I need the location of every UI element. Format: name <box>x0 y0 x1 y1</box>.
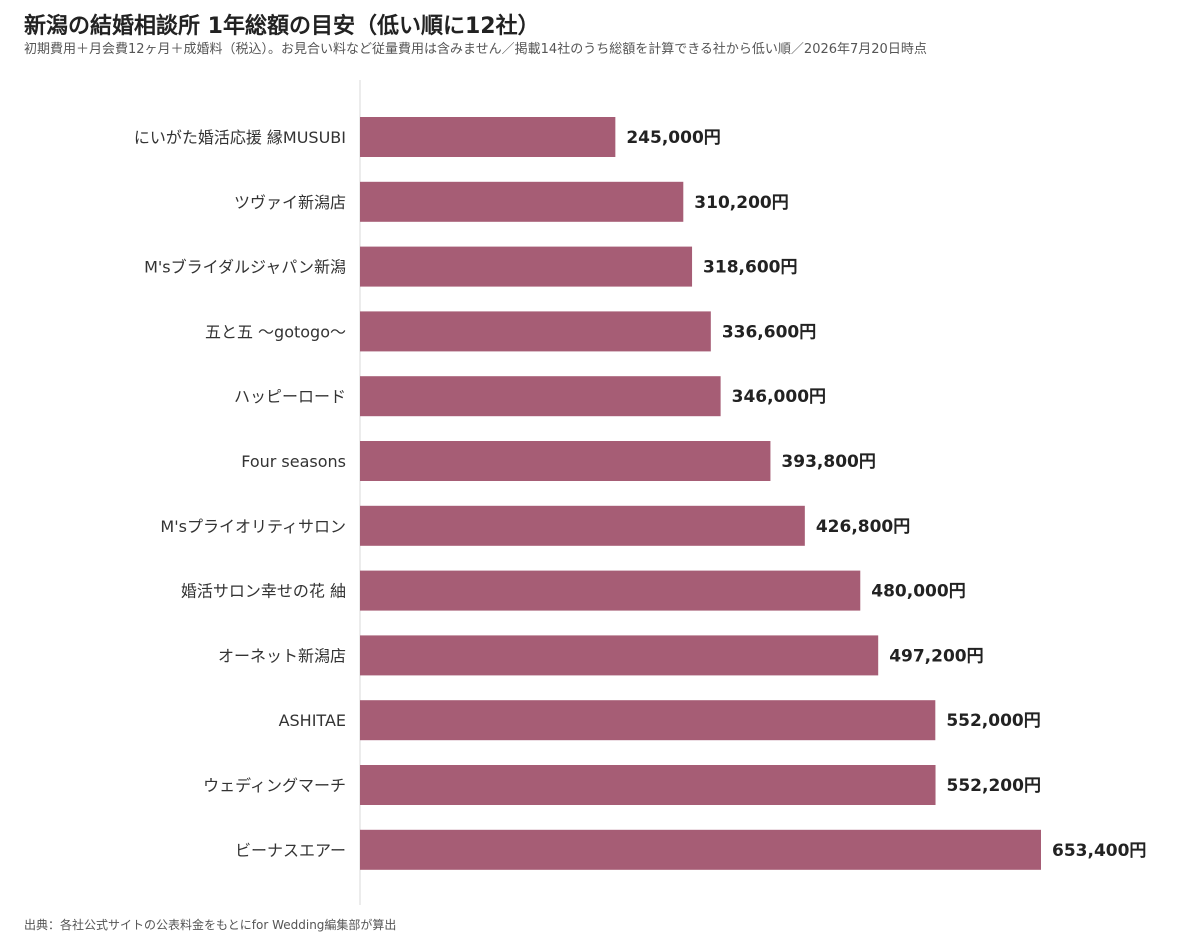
value-label: 336,600円 <box>722 322 816 342</box>
chart-subtitle: 初期費用＋月会費12ヶ月＋成婚料（税込）。お見合い料など従量費用は含みません／掲… <box>24 42 927 57</box>
bar <box>360 700 936 741</box>
value-label: 346,000円 <box>732 387 826 407</box>
value-label: 552,200円 <box>947 776 1041 796</box>
value-label: 480,000円 <box>871 582 965 602</box>
category-label: ツヴァイ新潟店 <box>234 193 346 212</box>
value-label: 552,000円 <box>946 711 1040 731</box>
category-label: 五と五 〜gotogo〜 <box>205 322 346 341</box>
bar <box>360 765 936 805</box>
bar <box>360 117 616 157</box>
bar <box>360 635 879 676</box>
value-label: 318,600円 <box>703 258 797 278</box>
category-label: ASHITAE <box>279 711 346 730</box>
category-label: ウェディングマーチ <box>203 776 346 795</box>
category-label: オーネット新潟店 <box>218 646 346 665</box>
category-label: ハッピーロード <box>234 387 346 406</box>
value-label: 497,200円 <box>889 646 983 666</box>
bar <box>360 505 805 546</box>
bar <box>360 311 711 352</box>
category-label: 婚活サロン幸せの花 紬 <box>181 582 346 601</box>
bar <box>360 441 771 481</box>
value-label: 245,000円 <box>626 128 720 148</box>
value-label: 653,400円 <box>1052 841 1146 861</box>
bar <box>360 376 721 417</box>
category-label: M'sプライオリティサロン <box>160 517 346 536</box>
bar <box>360 829 1041 870</box>
value-label: 426,800円 <box>816 517 910 537</box>
value-label: 310,200円 <box>694 193 788 213</box>
source-note: 出典：各社公式サイトの公表料金をもとにfor Wedding編集部が算出 <box>24 918 397 932</box>
bar <box>360 570 861 611</box>
value-label: 393,800円 <box>781 452 875 472</box>
chart-title: 新潟の結婚相談所 1年総額の目安（低い順に12社） <box>24 14 540 39</box>
category-label: ビーナスエアー <box>235 841 346 860</box>
category-label: Four seasons <box>241 452 346 471</box>
category-label: M'sブライダルジャパン新潟 <box>144 258 346 277</box>
bar <box>360 246 693 287</box>
bar <box>360 181 684 222</box>
category-label: にいがた婚活応援 縁MUSUBI <box>134 128 346 147</box>
